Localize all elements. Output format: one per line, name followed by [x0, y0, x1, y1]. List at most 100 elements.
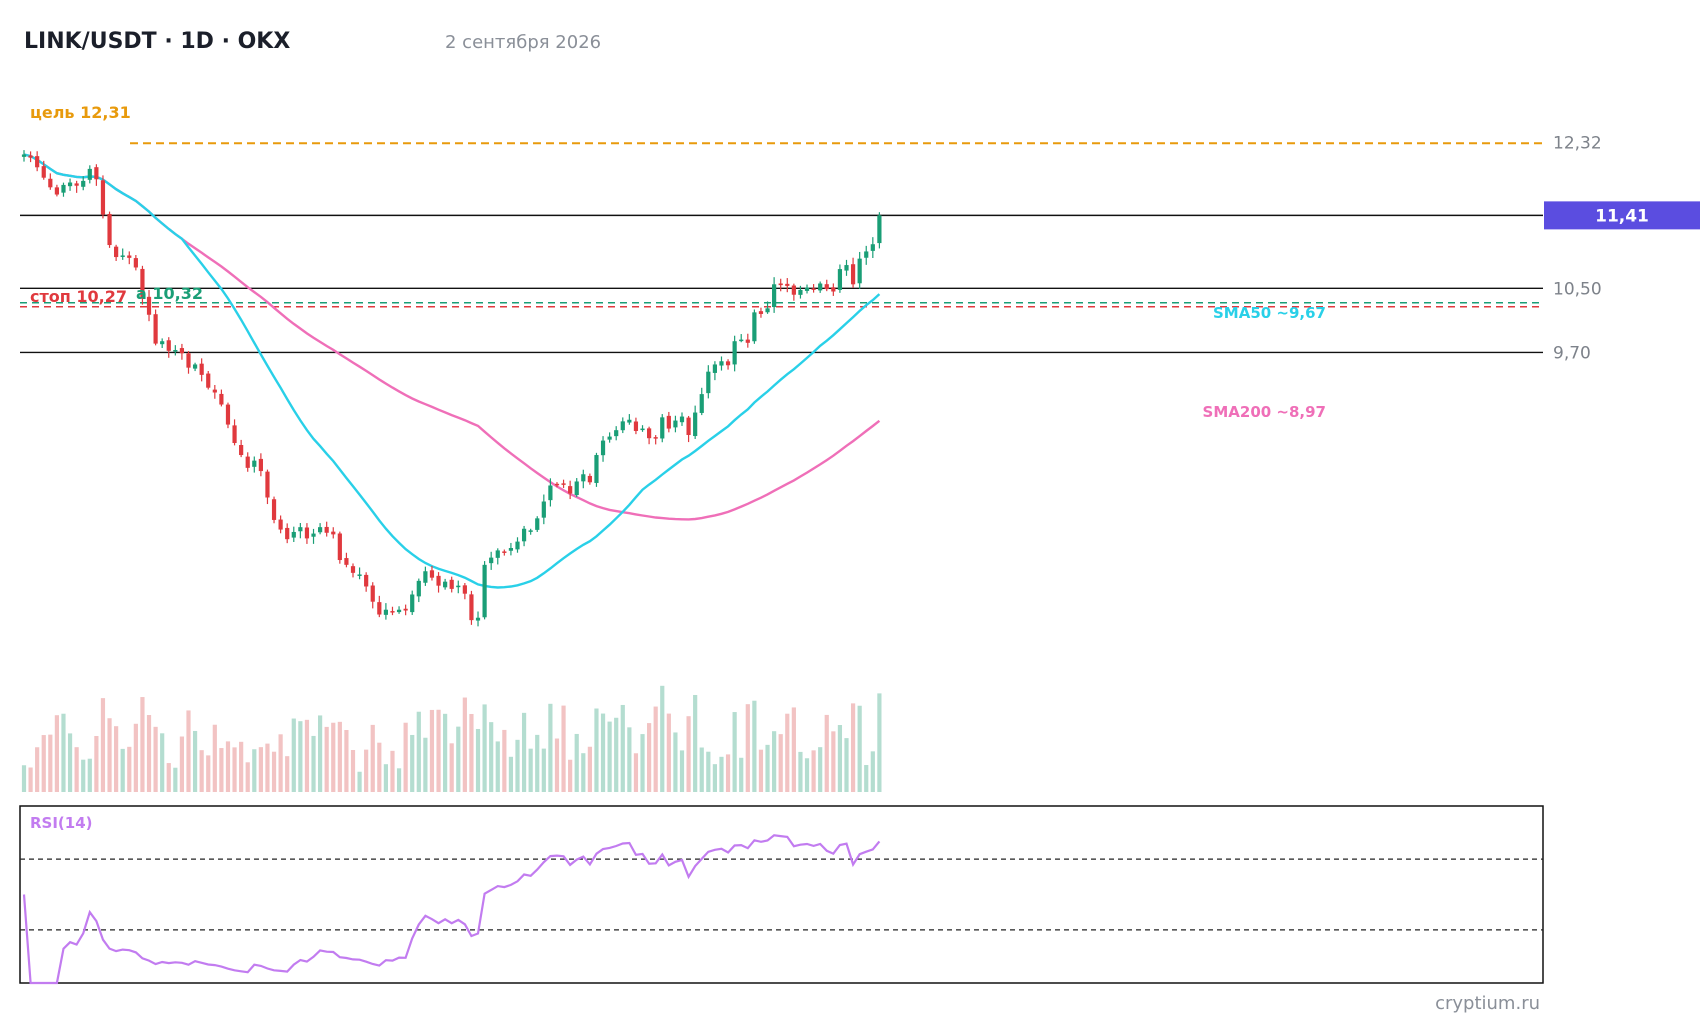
- candle-body: [686, 417, 691, 435]
- volume-bar: [67, 733, 73, 792]
- volume-bar: [824, 714, 829, 792]
- volume-bar: [515, 739, 520, 792]
- volume-bar: [535, 734, 540, 792]
- candle-body: [324, 526, 329, 533]
- volume-bar: [633, 753, 639, 792]
- candle-body: [699, 394, 704, 413]
- candle-body: [469, 594, 474, 621]
- volume-bar: [804, 758, 810, 792]
- volume-bar: [640, 734, 645, 792]
- candle-body: [127, 255, 132, 258]
- volume-bar: [785, 713, 790, 792]
- volume-bar: [772, 731, 777, 792]
- volume-bar: [850, 703, 856, 792]
- candle-body: [291, 531, 296, 538]
- volume-bar: [364, 749, 369, 792]
- candle-body: [581, 474, 586, 482]
- volume-bar: [607, 721, 612, 792]
- volume-bar: [614, 717, 619, 792]
- candle-body: [607, 436, 612, 440]
- chart-date: 2 сентября 2026: [445, 32, 601, 53]
- volume-bar: [423, 737, 428, 792]
- candle-body: [647, 428, 652, 439]
- volume-bar: [587, 746, 592, 792]
- candle-body: [28, 155, 33, 158]
- volume-bar: [627, 727, 632, 792]
- volume-bar: [574, 733, 579, 792]
- current-price-tag: [1544, 201, 1700, 230]
- candle-body: [443, 581, 448, 588]
- candle-body: [278, 519, 283, 530]
- volume-bar: [120, 748, 125, 792]
- candle-body: [94, 167, 99, 180]
- volume-bar: [482, 704, 487, 792]
- sma200-line: [23, 153, 881, 521]
- candle-body: [666, 415, 671, 429]
- candle-body: [719, 361, 724, 366]
- candle-body: [410, 594, 415, 613]
- candle-body: [633, 421, 639, 431]
- volume-bar: [298, 721, 303, 792]
- volume-bar: [561, 705, 566, 792]
- candle-body: [350, 566, 356, 573]
- candle-body: [436, 575, 441, 586]
- candle-body: [271, 499, 277, 520]
- candle-body: [640, 428, 645, 431]
- candle-body: [804, 287, 810, 291]
- rsi-label: RSI(14): [30, 814, 93, 832]
- candle-body: [673, 420, 678, 428]
- candle-body: [245, 456, 250, 468]
- candle-body: [482, 564, 487, 618]
- chart-title: LINK/USDT · 1D · OKX: [24, 29, 290, 54]
- sma50-label: SMA50 ~9,67: [1213, 304, 1326, 322]
- volume-bar: [732, 712, 737, 792]
- candle-body: [600, 440, 606, 456]
- candle-body: [81, 180, 86, 187]
- volume-bar: [594, 708, 599, 792]
- candle-body: [54, 187, 59, 195]
- sma200-label: SMA200 ~8,97: [1203, 403, 1326, 421]
- price-axis-label-1: 10,50: [1553, 279, 1602, 299]
- volume-bar: [831, 731, 836, 792]
- volume-bar: [449, 743, 454, 792]
- volume-bar: [495, 741, 500, 792]
- candle-body: [344, 558, 349, 565]
- volume-bar: [87, 758, 92, 792]
- rsi-frame: [19, 805, 1544, 984]
- candle-body: [100, 180, 106, 215]
- candle-body: [212, 389, 217, 393]
- volume-bar: [436, 709, 441, 792]
- volume-bar: [206, 755, 211, 792]
- candle-body: [758, 311, 764, 314]
- volume-bar: [245, 762, 250, 792]
- candle-body: [561, 483, 566, 485]
- candle-body: [554, 483, 560, 486]
- current-price-text: 11,41: [1595, 206, 1649, 226]
- volume-bar: [179, 736, 185, 792]
- candle-body: [114, 246, 119, 258]
- candle-body: [541, 501, 546, 518]
- candle-body: [396, 609, 402, 613]
- volume-bar: [429, 709, 435, 792]
- volume-bar: [568, 759, 573, 792]
- volume-bar: [673, 732, 678, 792]
- volume-bar: [252, 749, 257, 792]
- volume-bar: [679, 750, 685, 792]
- candle-body: [725, 361, 731, 366]
- candle-body: [232, 425, 237, 444]
- volume-bar: [653, 706, 658, 792]
- candle-body: [48, 178, 53, 188]
- candle-body: [798, 289, 803, 295]
- volume-bar: [857, 705, 862, 792]
- volume-bar: [837, 725, 843, 792]
- candle-body: [206, 373, 211, 388]
- volume-bar: [620, 704, 625, 792]
- volume-bar: [686, 716, 691, 792]
- candle-body: [818, 283, 823, 291]
- volume-bar: [383, 764, 388, 792]
- candle-body: [252, 460, 257, 467]
- candle-body: [146, 296, 152, 315]
- volume-bar: [140, 697, 145, 792]
- volume-bar: [192, 730, 198, 792]
